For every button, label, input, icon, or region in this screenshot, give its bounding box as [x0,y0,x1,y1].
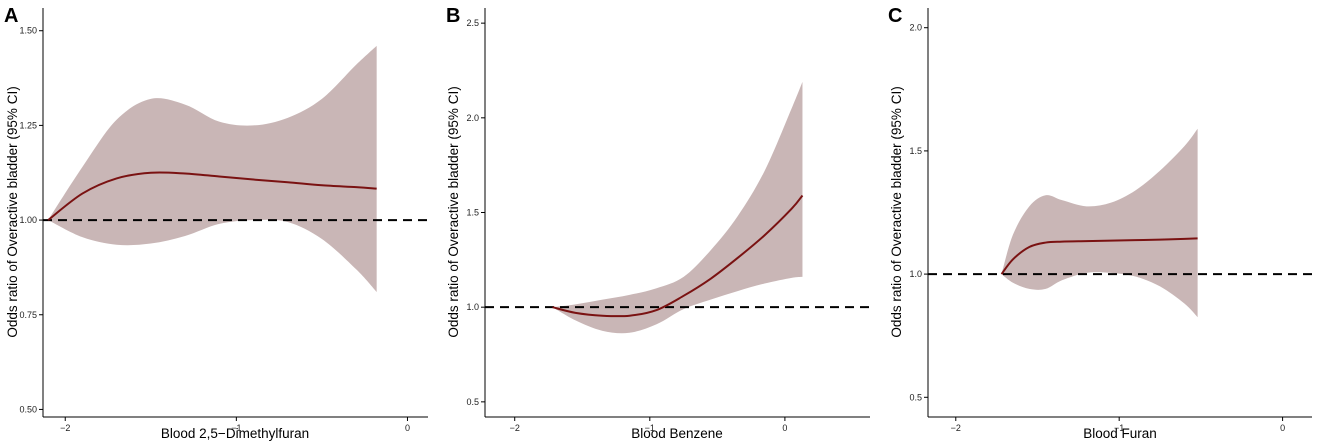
panel-letter-b: B [446,5,460,27]
y-axis-title-b: Odds ratio of Overactive bladder (95% CI… [446,86,461,337]
x-tick-label-a: −1 [231,423,241,433]
x-tick-label-b: 0 [782,423,787,433]
x-tick-label-a: 0 [405,423,410,433]
y-tick-label-b: 2.5 [466,18,479,28]
estimate-curve-c [1000,237,1198,275]
y-tick-label-a: 1.25 [19,120,37,130]
x-axis-title-a: Blood 2,5−Dimethylfuran [161,426,309,441]
panel-letter-a: A [4,5,18,27]
panel-c: C Odds ratio of Overactive bladder (95% … [888,5,1312,441]
estimate-curve-b [552,194,804,318]
x-tick-label-c: −2 [951,423,961,433]
y-tick-label-c: 0.5 [909,392,922,402]
x-tick-label-b: −1 [645,423,655,433]
y-axis-title-c: Odds ratio of Overactive bladder (95% CI… [889,86,904,337]
y-tick-label-a: 0.75 [19,310,37,320]
y-tick-label-b: 1.5 [466,208,479,218]
ci-band-c [1001,128,1198,318]
x-axis-title-b: Blood Benzene [631,426,723,441]
y-tick-label-c: 2.0 [909,23,922,33]
ci-band-a [48,45,377,293]
panel-a: A Odds ratio of Overactive bladder (95% … [4,5,428,441]
y-tick-label-c: 1.5 [909,146,922,156]
y-tick-label-a: 0.50 [19,404,37,414]
panel-b: B Odds ratio of Overactive bladder (95% … [446,5,870,441]
y-tick-label-a: 1.00 [19,215,37,225]
ci-band-b [552,81,803,334]
y-tick-label-a: 1.50 [19,26,37,36]
estimate-curve-a [47,171,377,221]
y-tick-label-b: 2.0 [466,113,479,123]
x-tick-label-c: 0 [1280,423,1285,433]
x-tick-label-a: −2 [60,423,70,433]
y-tick-label-c: 1.0 [909,269,922,279]
panel-letter-c: C [888,5,902,27]
y-tick-label-b: 0.5 [466,397,479,407]
y-axis-title-a: Odds ratio of Overactive bladder (95% CI… [5,86,20,337]
x-tick-label-c: −1 [1114,423,1124,433]
y-tick-label-b: 1.0 [466,302,479,312]
x-tick-label-b: −2 [510,423,520,433]
x-axis-title-c: Blood Furan [1083,426,1157,441]
